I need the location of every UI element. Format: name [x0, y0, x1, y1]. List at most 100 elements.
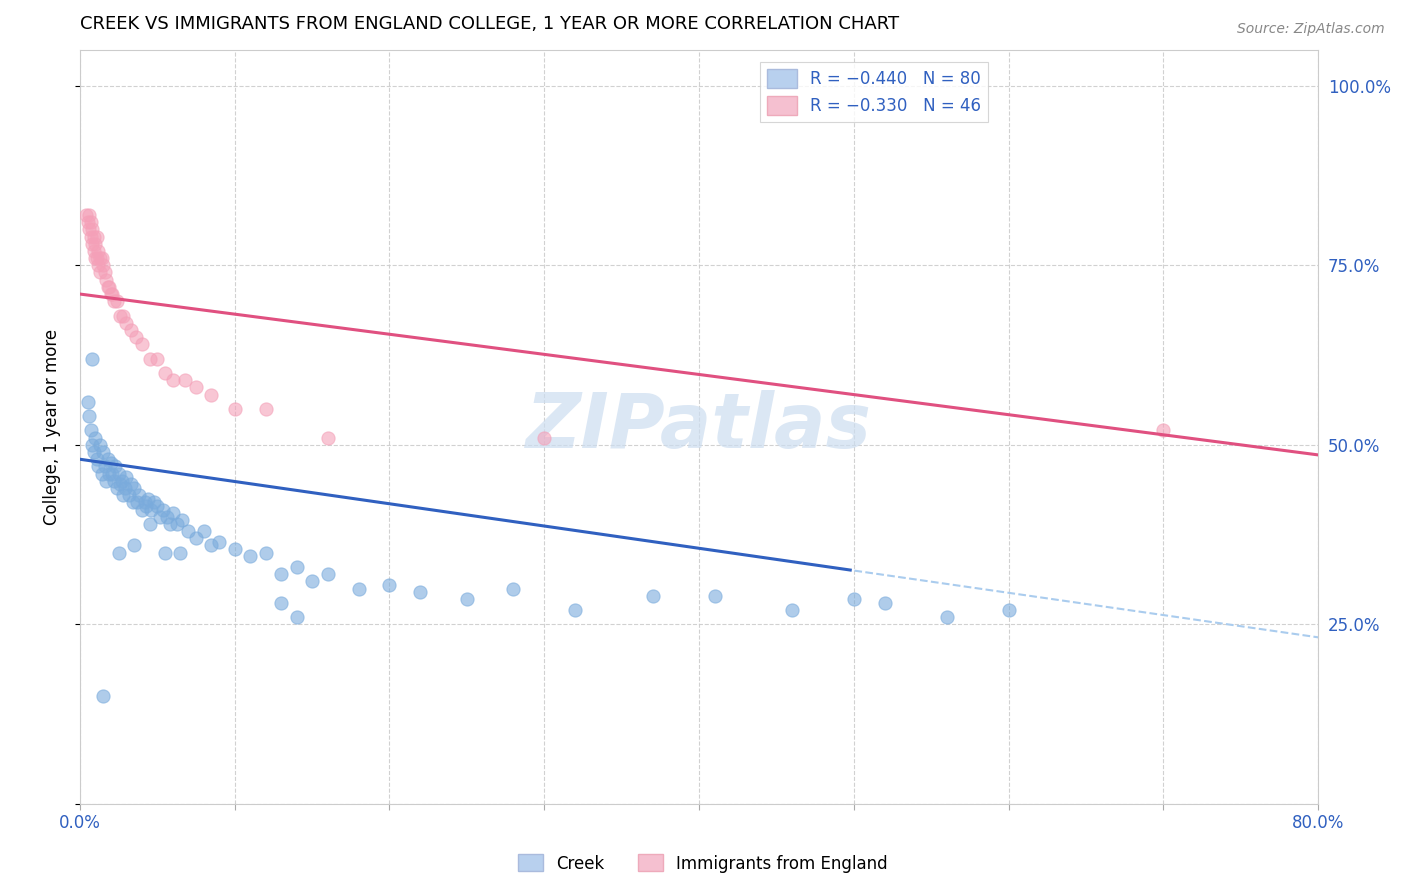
Point: [98, 467, 121, 481]
Point: [177, 524, 200, 538]
Point: [108, 477, 131, 491]
Point: [153, 366, 176, 380]
Point: [152, 502, 174, 516]
Point: [270, 567, 292, 582]
Y-axis label: College, 1 year or more: College, 1 year or more: [44, 329, 60, 525]
Point: [90, 251, 112, 265]
Point: [103, 294, 125, 309]
Point: [239, 549, 262, 564]
Point: [76, 215, 98, 229]
Point: [105, 481, 128, 495]
Point: [122, 538, 145, 552]
Point: [97, 280, 120, 294]
Point: [96, 474, 118, 488]
Point: [254, 546, 277, 560]
Point: [184, 380, 207, 394]
Point: [104, 459, 127, 474]
Point: [111, 474, 134, 488]
Point: [112, 309, 135, 323]
Point: [285, 610, 308, 624]
Text: CREEK VS IMMIGRANTS FROM ENGLAND COLLEGE, 1 YEAR OR MORE CORRELATION CHART: CREEK VS IMMIGRANTS FROM ENGLAND COLLEGE…: [80, 15, 898, 33]
Point: [997, 603, 1019, 617]
Point: [82, 438, 104, 452]
Point: [120, 477, 142, 491]
Point: [101, 467, 124, 481]
Point: [107, 467, 129, 481]
Point: [77, 208, 100, 222]
Point: [134, 495, 156, 509]
Point: [89, 265, 111, 279]
Point: [112, 488, 135, 502]
Point: [77, 222, 100, 236]
Point: [149, 509, 172, 524]
Point: [98, 280, 121, 294]
Point: [162, 373, 184, 387]
Point: [122, 481, 145, 495]
Point: [200, 538, 222, 552]
Point: [409, 585, 432, 599]
Point: [87, 459, 110, 474]
Point: [86, 251, 108, 265]
Point: [86, 452, 108, 467]
Point: [80, 215, 103, 229]
Point: [115, 470, 138, 484]
Point: [80, 229, 103, 244]
Point: [107, 546, 129, 560]
Text: Source: ZipAtlas.com: Source: ZipAtlas.com: [1237, 22, 1385, 37]
Point: [89, 438, 111, 452]
Point: [86, 229, 108, 244]
Point: [127, 495, 149, 509]
Point: [153, 546, 176, 560]
Point: [101, 287, 124, 301]
Point: [166, 516, 188, 531]
Point: [224, 541, 246, 556]
Point: [100, 456, 122, 470]
Point: [131, 502, 153, 516]
Point: [135, 499, 157, 513]
Point: [108, 309, 131, 323]
Point: [97, 452, 120, 467]
Point: [170, 513, 193, 527]
Point: [162, 506, 184, 520]
Point: [136, 491, 159, 506]
Point: [90, 467, 112, 481]
Point: [103, 474, 125, 488]
Point: [1153, 424, 1175, 438]
Point: [184, 531, 207, 545]
Point: [83, 229, 105, 244]
Point: [564, 603, 586, 617]
Point: [842, 592, 865, 607]
Point: [285, 560, 308, 574]
Point: [77, 409, 100, 424]
Point: [82, 222, 104, 236]
Point: [208, 534, 231, 549]
Point: [780, 603, 803, 617]
Point: [155, 509, 177, 524]
Point: [128, 488, 150, 502]
Point: [100, 287, 122, 301]
Point: [200, 387, 222, 401]
Point: [83, 445, 105, 459]
Point: [118, 488, 141, 502]
Point: [533, 431, 555, 445]
Point: [120, 323, 142, 337]
Point: [146, 351, 169, 366]
Point: [76, 394, 98, 409]
Point: [139, 502, 162, 516]
Point: [138, 351, 160, 366]
Point: [138, 516, 160, 531]
Point: [93, 265, 115, 279]
Point: [174, 373, 197, 387]
Point: [80, 424, 103, 438]
Point: [873, 596, 896, 610]
Point: [84, 251, 107, 265]
Point: [146, 499, 169, 513]
Point: [224, 401, 246, 416]
Legend: R = −0.440   N = 80, R = −0.330   N = 46: R = −0.440 N = 80, R = −0.330 N = 46: [761, 62, 988, 122]
Point: [641, 589, 664, 603]
Point: [84, 431, 107, 445]
Point: [301, 574, 323, 589]
Point: [124, 330, 146, 344]
Point: [96, 273, 118, 287]
Point: [82, 236, 104, 251]
